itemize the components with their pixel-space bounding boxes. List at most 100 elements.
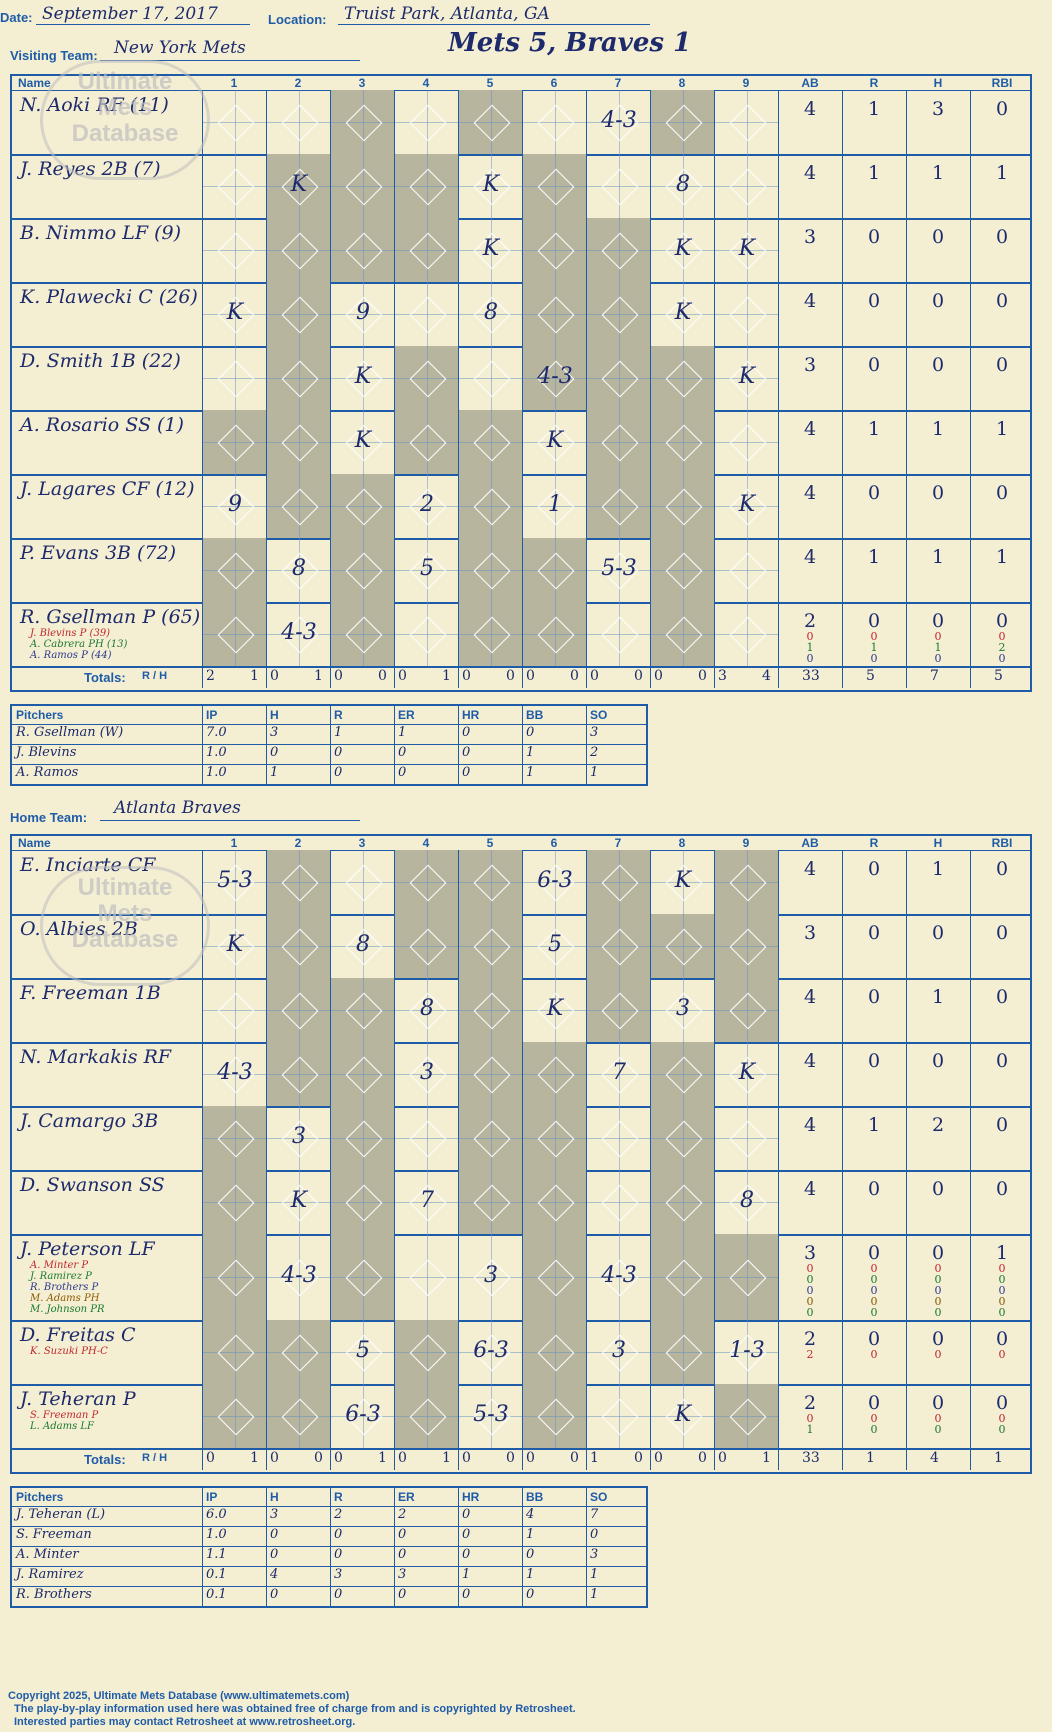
pitcher-name: R. Gsellman (W) [16,725,124,740]
inning-cell: K [266,154,331,218]
inning-header: 7 [614,76,622,90]
inning-cell [394,410,459,474]
substitute-stat: 0 [870,1423,878,1436]
cell-guide [491,346,492,410]
stat-ab: 2 [803,1328,817,1350]
pitcher-stat: 7 [590,1507,599,1522]
stat-cell [970,410,1035,474]
cell-guide [619,1042,620,1106]
pitching-divider [394,1488,395,1606]
substitute-stat: 1 [870,641,878,654]
base-diamond [665,488,703,526]
inning-cell [458,346,523,410]
play-result: 3 [292,1124,306,1149]
cell-guide [299,474,300,538]
stat-cell [778,978,843,1042]
stat-r: 1 [867,546,881,568]
total-r: 5 [866,668,875,684]
stat-cell [906,218,971,282]
base-diamond [665,104,703,142]
batter-row: F. Freeman 1B 8 K 3 4 0 1 0 [12,978,1030,1044]
stat-cell [906,154,971,218]
cell-guide [299,1170,300,1234]
pitcher-stat: 7.0 [206,725,227,740]
inning-cell: 4-3 [586,90,651,154]
game-result: Mets 5, Braves 1 [448,28,692,58]
base-diamond [729,928,767,966]
inning-cell [458,914,523,978]
base-diamond [665,1259,703,1297]
inning-cell: 3 [266,1106,331,1170]
inning-cell [586,1170,651,1234]
inning-cell [330,1106,395,1170]
base-diamond [473,488,511,526]
inning-cell: K [714,474,779,538]
pitcher-stat: 0 [398,1547,407,1562]
cell-guide [235,978,236,1042]
inning-cell [586,914,651,978]
pitching-header: IP [206,1490,218,1504]
pitching-divider [458,706,459,784]
base-diamond [345,1120,383,1158]
inning-runs: 0 [654,668,663,684]
inning-header: 8 [678,836,686,850]
batter-name: R. Gsellman P (65) [20,606,201,628]
inning-cell: 6-3 [522,850,587,914]
substitute-stat: 0 [998,1284,1006,1297]
cell-guide [235,154,236,218]
inning-runs: 0 [334,1450,343,1466]
visiting-label: Visiting Team: [10,48,98,63]
base-diamond [217,168,255,206]
play-result: 4-3 [601,1263,637,1288]
inning-cell [394,1106,459,1170]
inning-cell [522,1042,587,1106]
inning-runs: 0 [526,668,535,684]
base-diamond [537,168,575,206]
pitcher-stat: 0.1 [206,1567,227,1582]
stat-cell [842,914,907,978]
stat-r: 1 [867,418,881,440]
stat-cell [970,1042,1035,1106]
stat-h: 3 [931,98,945,120]
inning-cell: 4-3 [202,1042,267,1106]
play-result: 9 [356,300,370,325]
totals-divider [906,666,907,688]
inning-hits: 0 [570,668,579,684]
substitute-stat: 1 [806,1423,814,1436]
base-diamond [217,1120,255,1158]
stat-cell [842,978,907,1042]
totals-row: Totals: R / H 0 1 0 0 0 1 0 1 0 0 0 0 1 0 0 0 0 1 33 1 4 1 [12,1448,1030,1470]
stat-header: AB [801,836,819,850]
batter-name: D. Swanson SS [20,1174,165,1196]
inning-cell: 3 [650,978,715,1042]
stat-ab: 4 [803,482,817,504]
totals-divider [970,666,971,688]
pitching-header: ER [398,1490,415,1504]
pitcher-name: J. Teheran (L) [16,1507,106,1522]
cell-guide [363,914,364,978]
pitching-divider [522,706,523,784]
cell-guide [427,474,428,538]
base-diamond [473,992,511,1030]
inning-hits: 0 [506,1450,515,1466]
stat-r: 0 [867,922,881,944]
watermark-line3: Database [71,926,179,953]
stat-r: 0 [867,610,881,632]
stat-r: 1 [867,162,881,184]
stat-cell [778,474,843,538]
cell-guide [683,1320,684,1384]
play-result: 7 [612,1060,626,1085]
cell-guide [747,1384,748,1448]
inning-cell [650,602,715,666]
inning-hits: 0 [378,668,387,684]
base-diamond [601,616,639,654]
inning-cell [586,474,651,538]
cell-guide [491,1384,492,1448]
base-diamond [217,1334,255,1372]
inning-cell [586,218,651,282]
cell-guide [619,218,620,282]
inning-cell [714,850,779,914]
stat-cell [906,410,971,474]
inning-cell: K [714,1042,779,1106]
play-result: K [674,300,692,325]
